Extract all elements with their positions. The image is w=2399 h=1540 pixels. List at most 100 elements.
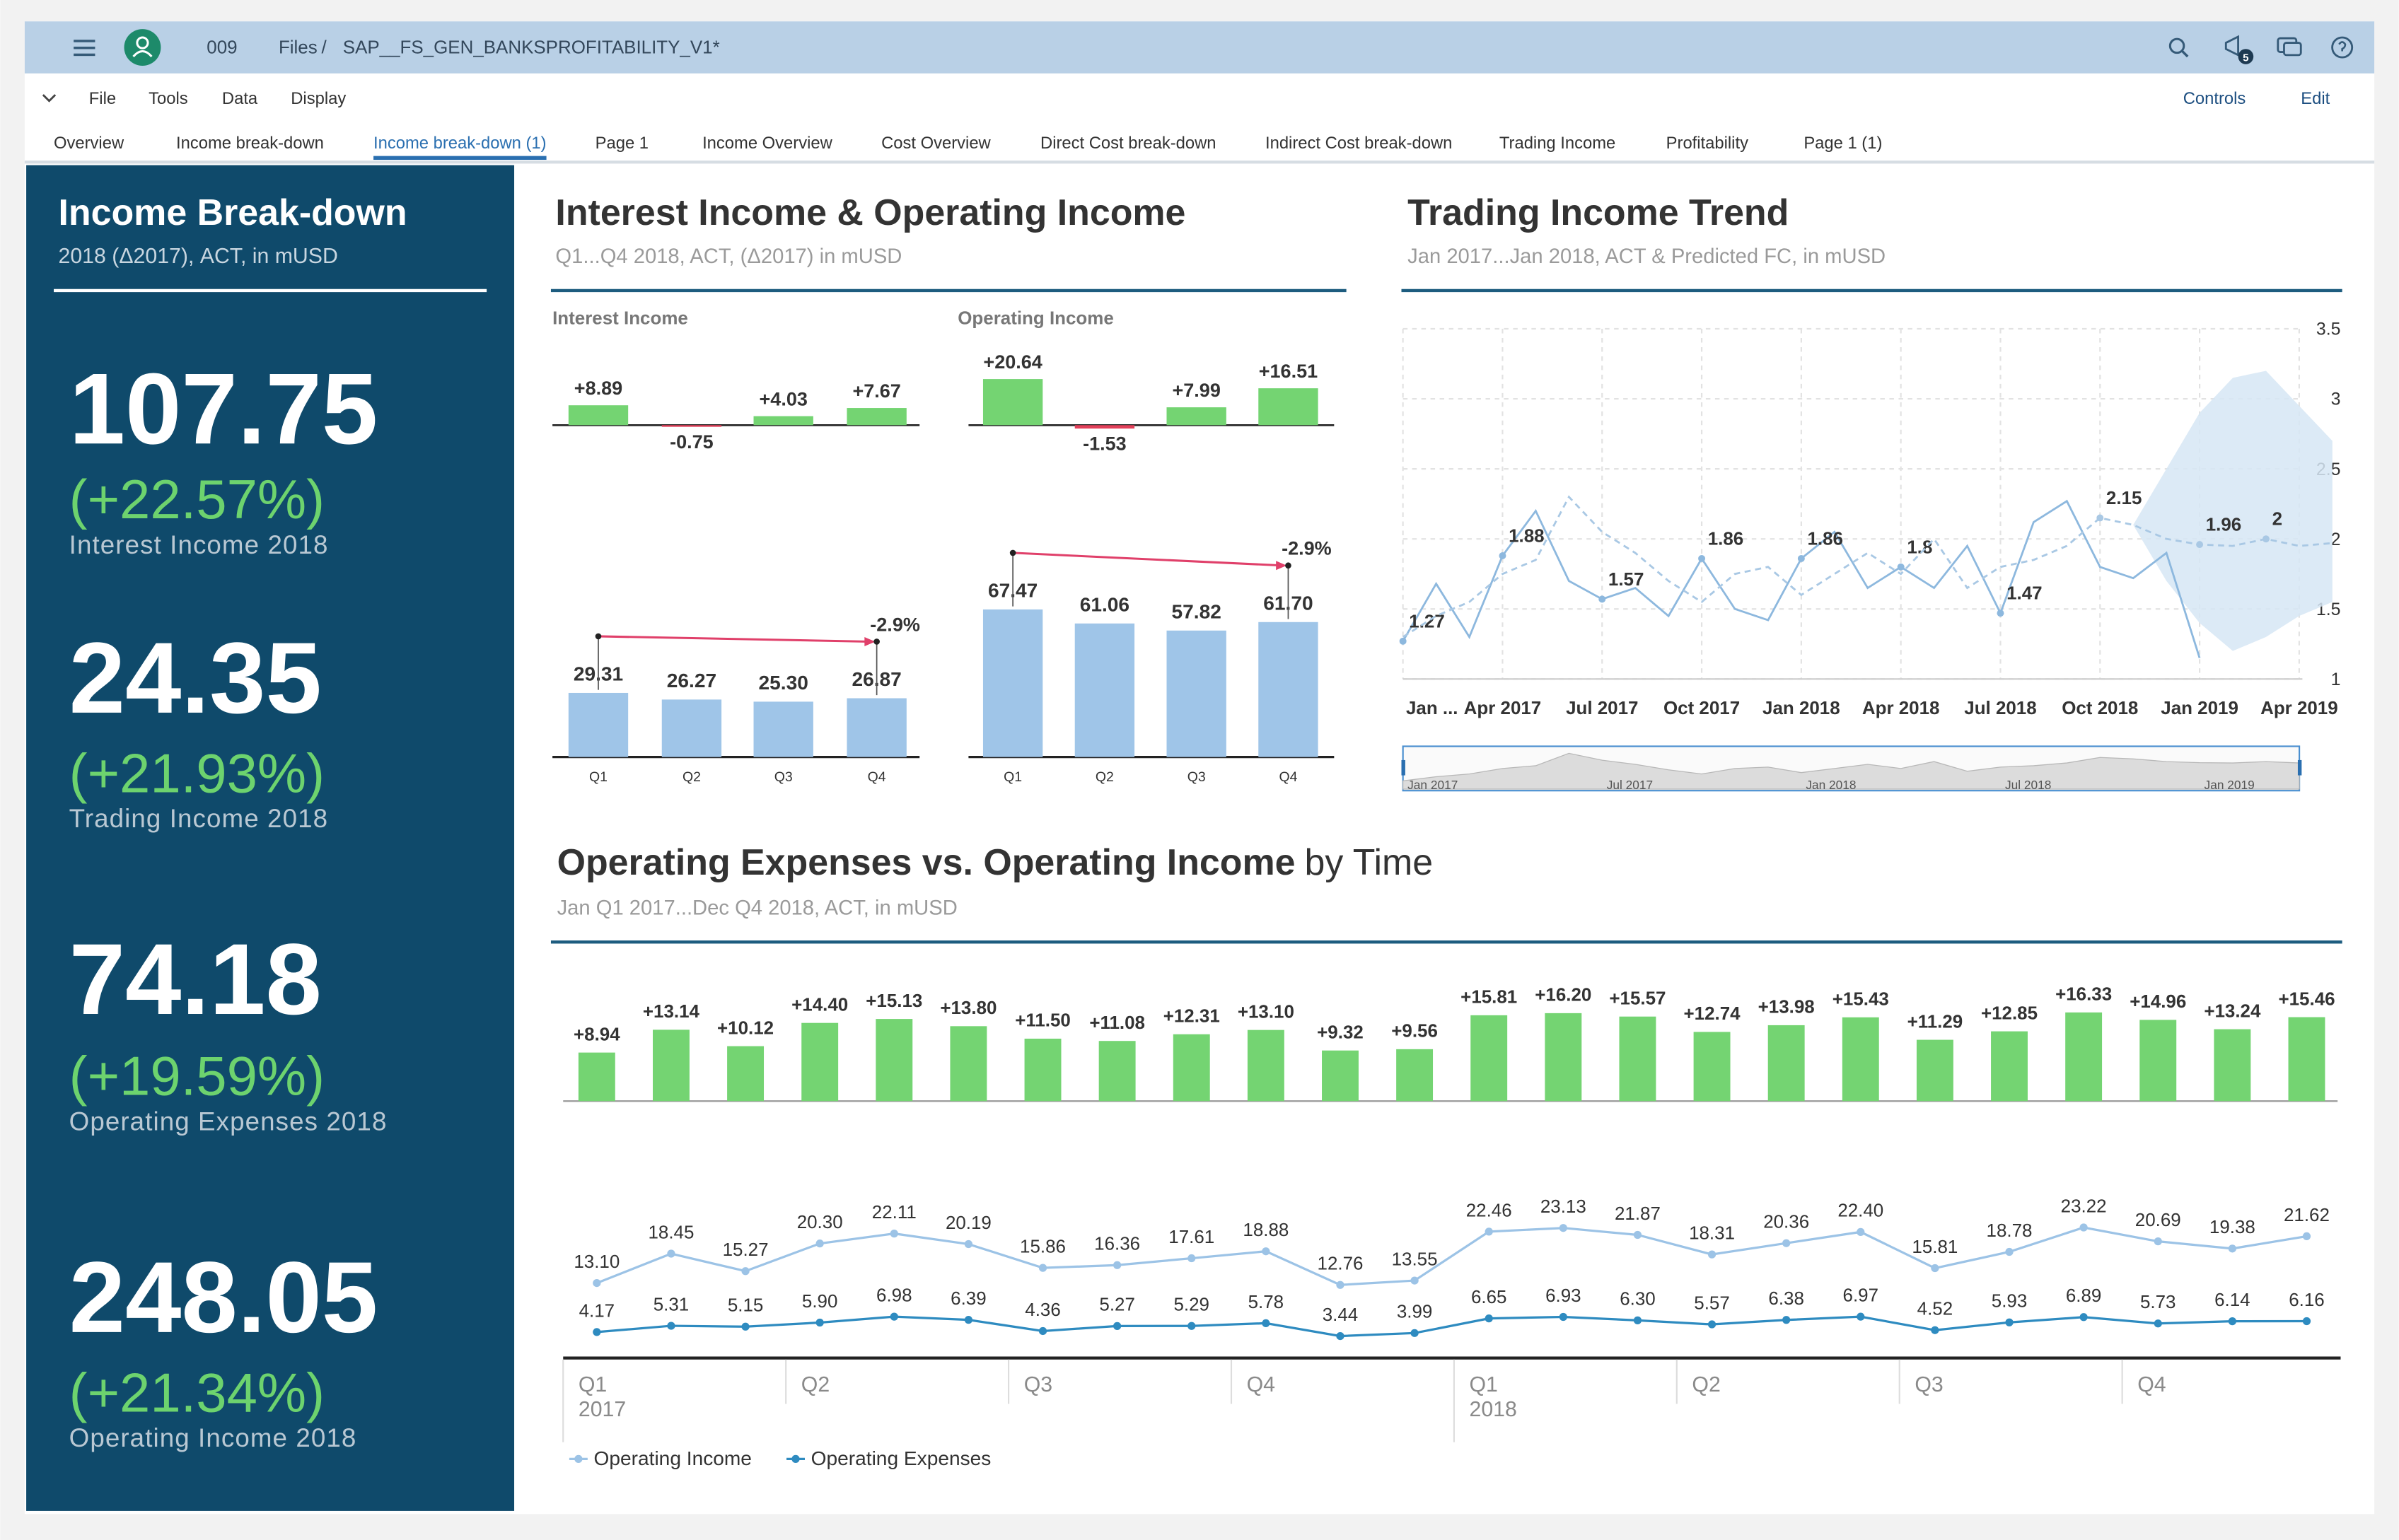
data-label: 18.45 bbox=[648, 1223, 694, 1242]
chart-subtitle: Jan Q1 2017...Dec Q4 2018, ACT, in mUSD bbox=[557, 897, 958, 919]
variance-label: +13.24 bbox=[2204, 1001, 2261, 1021]
menu-button[interactable] bbox=[74, 40, 95, 57]
data-point bbox=[964, 1239, 973, 1249]
tab[interactable]: Trading Income bbox=[1499, 134, 1615, 153]
variance-label: +8.89 bbox=[574, 378, 622, 399]
breadcrumb-item: 009 bbox=[207, 38, 237, 58]
data-point bbox=[815, 1318, 824, 1327]
tab[interactable]: Income Overview bbox=[702, 134, 833, 153]
menu-item[interactable]: Data bbox=[222, 89, 258, 108]
breadcrumb-item[interactable]: Files bbox=[279, 38, 318, 58]
help-icon[interactable] bbox=[2331, 36, 2354, 59]
variance-bar bbox=[578, 1052, 615, 1102]
tab[interactable]: Income break-down bbox=[176, 134, 324, 153]
variance-bar bbox=[2214, 1029, 2251, 1102]
variance-label: +15.46 bbox=[2278, 989, 2335, 1009]
chart-subtitle: Q1...Q4 2018, ACT, (Δ2017) in mUSD bbox=[555, 245, 902, 268]
data-point bbox=[667, 1249, 675, 1258]
shell-bar bbox=[24, 21, 2375, 74]
data-label: 13.55 bbox=[1392, 1249, 1438, 1269]
annotation-label: -2.9% bbox=[1282, 538, 1332, 559]
variance-label: +15.13 bbox=[866, 991, 922, 1011]
menu-item[interactable]: Tools bbox=[149, 89, 188, 108]
variance-bar bbox=[1247, 1029, 1284, 1102]
data-point bbox=[1931, 1326, 1939, 1334]
data-point bbox=[1038, 1264, 1047, 1272]
variance-label: +15.81 bbox=[1460, 988, 1517, 1008]
y-tick-label: 1 bbox=[2331, 670, 2341, 689]
navigator-handle[interactable] bbox=[2297, 759, 2302, 776]
menu-item[interactable]: Display bbox=[291, 89, 346, 108]
data-point bbox=[1559, 1312, 1567, 1322]
tab[interactable]: Direct Cost break-down bbox=[1040, 134, 1216, 153]
variance-bar bbox=[950, 1026, 987, 1102]
avatar[interactable] bbox=[124, 29, 161, 66]
variance-bar bbox=[2065, 1012, 2103, 1102]
legend-label[interactable]: Operating Income bbox=[594, 1447, 752, 1469]
data-point bbox=[1113, 1322, 1122, 1330]
search-icon[interactable] bbox=[2168, 37, 2189, 58]
variance-bar bbox=[753, 416, 813, 426]
annotation-dot bbox=[1285, 562, 1291, 569]
bar bbox=[1258, 622, 1318, 757]
data-label: 5.31 bbox=[654, 1295, 689, 1314]
annotation-dot bbox=[1009, 549, 1016, 556]
data-point bbox=[1782, 1316, 1791, 1324]
megaphone bbox=[2224, 35, 2239, 57]
data-label: 22.40 bbox=[1837, 1201, 1883, 1221]
data-point bbox=[1897, 563, 1905, 571]
menu-item[interactable]: Edit bbox=[2301, 89, 2330, 108]
navigator-area bbox=[1402, 752, 2300, 790]
data-label: 19.38 bbox=[2209, 1218, 2255, 1237]
data-point bbox=[667, 1322, 675, 1330]
variance-bar bbox=[1322, 1050, 1359, 1102]
data-label: 6.38 bbox=[1768, 1289, 1803, 1309]
help-circle bbox=[2331, 36, 2354, 59]
data-point bbox=[1499, 552, 1506, 559]
data-label: 5.90 bbox=[802, 1292, 837, 1312]
tab[interactable]: Profitability bbox=[1666, 134, 1748, 153]
variance-bar bbox=[1074, 425, 1135, 429]
notification-icon[interactable] bbox=[2224, 35, 2254, 64]
data-label: 5.73 bbox=[2140, 1293, 2176, 1312]
panel-title: Operating Income bbox=[958, 309, 1114, 329]
variance-bar bbox=[1166, 407, 1226, 426]
breadcrumb-item: / bbox=[322, 38, 327, 58]
navigator-handle[interactable] bbox=[1401, 759, 1405, 776]
variance-label: +11.50 bbox=[1015, 1011, 1071, 1031]
kpi-change: (+19.59%) bbox=[69, 1046, 325, 1107]
menu-item[interactable]: File bbox=[89, 89, 116, 108]
menu-item[interactable]: Controls bbox=[2183, 89, 2246, 108]
data-label: 21.87 bbox=[1615, 1204, 1661, 1224]
tab[interactable]: Indirect Cost break-down bbox=[1265, 134, 1452, 153]
data-point bbox=[815, 1239, 824, 1248]
chat-icon[interactable] bbox=[2277, 37, 2302, 57]
data-point bbox=[2302, 1317, 2311, 1326]
data-point bbox=[2154, 1319, 2162, 1328]
data-label: 6.89 bbox=[2066, 1286, 2101, 1306]
help-mark bbox=[2338, 41, 2347, 52]
data-label: 4.17 bbox=[579, 1301, 615, 1321]
variance-label: +16.20 bbox=[1535, 986, 1591, 1005]
avatar-head bbox=[136, 36, 149, 49]
tab[interactable]: Page 1 bbox=[596, 134, 649, 153]
data-label: 6.14 bbox=[2214, 1290, 2250, 1310]
data-label: 5.29 bbox=[1174, 1295, 1209, 1315]
data-point bbox=[1485, 1314, 1493, 1323]
annotation-arrow bbox=[1013, 552, 1282, 567]
data-label: 23.13 bbox=[1540, 1197, 1586, 1217]
tab[interactable]: Income break-down (1) bbox=[373, 134, 547, 153]
variance-label: +12.74 bbox=[1684, 1004, 1741, 1024]
tab[interactable]: Cost Overview bbox=[881, 134, 991, 153]
variance-bar bbox=[2139, 1020, 2177, 1102]
data-label: 6.97 bbox=[1843, 1286, 1878, 1306]
data-label: 17.61 bbox=[1168, 1227, 1214, 1247]
legend-label[interactable]: Operating Expenses bbox=[811, 1447, 992, 1469]
tab[interactable]: Page 1 (1) bbox=[1803, 134, 1882, 153]
tab[interactable]: Overview bbox=[54, 134, 124, 153]
navigator-label: Jul 2017 bbox=[1607, 778, 1653, 792]
collapse-chevron[interactable] bbox=[42, 94, 57, 103]
y-tick-label: 3 bbox=[2331, 390, 2341, 409]
bar-label: 25.30 bbox=[759, 672, 808, 694]
kpi-value: 248.05 bbox=[69, 1242, 378, 1354]
